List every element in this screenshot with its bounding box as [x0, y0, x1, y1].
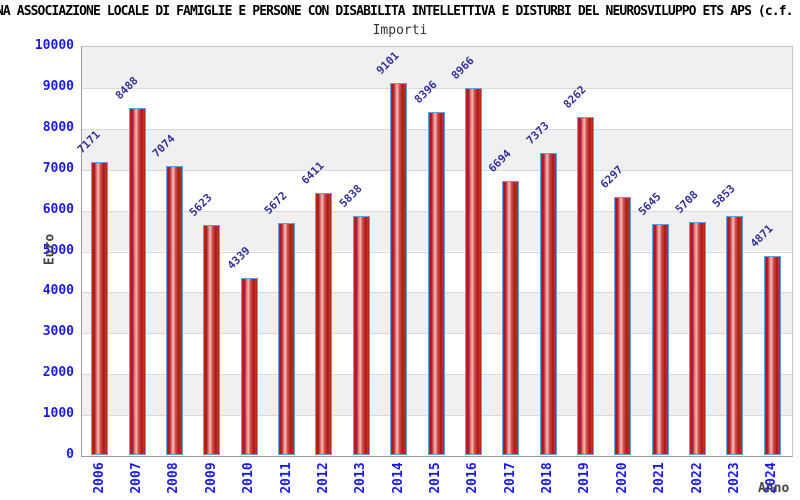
- bar-2019: [576, 117, 594, 455]
- bar-2023: [726, 215, 744, 455]
- x-tick-label: 2008: [166, 462, 182, 494]
- gridline: [82, 87, 792, 89]
- y-tick-label: 2000: [42, 365, 74, 381]
- grid-band: [82, 47, 792, 88]
- bar-2011: [278, 223, 296, 455]
- y-axis-title: Euro: [42, 233, 58, 266]
- x-tick-label: 2020: [614, 462, 630, 494]
- x-axis-title: Anno: [758, 481, 790, 496]
- bar-2012: [315, 192, 333, 455]
- chart-title: NA ASSOCIAZIONE LOCALE DI FAMIGLIE E PER…: [0, 4, 793, 19]
- x-tick-label: 2013: [353, 462, 369, 494]
- y-tick-label: 4000: [42, 283, 74, 299]
- y-tick-label: 5000: [42, 242, 74, 258]
- y-tick-label: 7000: [42, 160, 74, 176]
- bar-2018: [539, 153, 557, 455]
- bar-2008: [165, 165, 183, 455]
- x-tick-label: 2014: [390, 462, 406, 494]
- x-tick-label: 2022: [689, 462, 705, 494]
- y-tick-label: 1000: [42, 406, 74, 422]
- y-tick-label: 10000: [34, 38, 74, 53]
- x-tick-label: 2011: [278, 462, 294, 494]
- bar-2009: [203, 225, 221, 455]
- chart-subtitle: Importi: [372, 23, 428, 38]
- x-tick-label: 2009: [203, 462, 219, 494]
- x-tick-label: 2007: [129, 462, 145, 494]
- bar-2016: [464, 88, 482, 455]
- bar-2024: [763, 255, 781, 455]
- y-tick-label: 3000: [42, 324, 74, 340]
- bar-2014: [390, 82, 408, 455]
- y-tick-label: 0: [66, 447, 74, 462]
- y-tick-label: 6000: [42, 201, 74, 217]
- bar-2017: [502, 181, 520, 455]
- x-tick-label: 2010: [241, 462, 257, 494]
- bar-2007: [128, 107, 146, 455]
- x-tick-label: 2021: [652, 462, 668, 494]
- x-tick-label: 2019: [577, 462, 593, 494]
- x-tick-label: 2006: [91, 462, 107, 494]
- x-tick-label: 2016: [465, 462, 481, 494]
- x-tick-label: 2018: [540, 462, 556, 494]
- bar-2020: [614, 197, 632, 455]
- y-tick-label: 9000: [42, 78, 74, 94]
- x-tick-label: 2012: [315, 462, 331, 494]
- x-tick-label: 2023: [726, 462, 742, 494]
- x-tick-label: 2015: [428, 462, 443, 494]
- bar-2022: [689, 221, 707, 455]
- bar-2015: [427, 111, 445, 455]
- bar-2010: [240, 277, 258, 455]
- bar-2013: [352, 216, 370, 455]
- y-tick-label: 8000: [42, 119, 74, 135]
- bar-2006: [91, 161, 109, 455]
- bar-2021: [651, 224, 669, 455]
- x-tick-label: 2017: [502, 462, 518, 494]
